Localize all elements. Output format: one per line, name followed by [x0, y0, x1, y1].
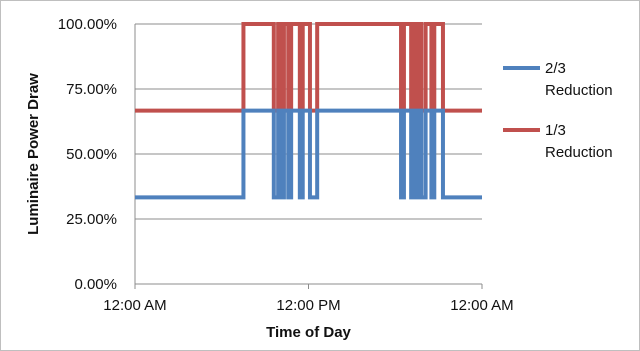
series-line-1-3-reduction — [135, 22, 482, 113]
y-tick-labels: 0.00% 25.00% 50.00% 75.00% 100.00% — [58, 16, 117, 293]
y-tick-label: 50.00% — [66, 146, 117, 163]
y-tick-label: 0.00% — [74, 276, 117, 293]
x-tick-label: 12:00 PM — [276, 297, 340, 314]
legend-item-2-3-reduction: 2/3 Reduction — [503, 60, 613, 99]
legend-label-2-3-line1: 2/3 — [545, 60, 566, 77]
series-line-2-3-reduction — [135, 108, 482, 200]
y-tick-label: 25.00% — [66, 211, 117, 228]
legend-label-1-3-line1: 1/3 — [545, 122, 566, 139]
legend: 2/3 Reduction 1/3 Reduction — [503, 60, 613, 161]
x-tick-label: 12:00 AM — [450, 297, 513, 314]
legend-label-2-3-line2: Reduction — [545, 82, 613, 99]
x-tick-labels: 12:00 AM 12:00 PM 12:00 AM — [103, 284, 514, 314]
y-tick-label: 100.00% — [58, 16, 117, 33]
x-tick-label: 12:00 AM — [103, 297, 166, 314]
y-axis-title: Luminaire Power Draw — [25, 73, 42, 235]
series-layer — [135, 22, 482, 200]
x-axis-title: Time of Day — [266, 324, 351, 341]
legend-item-1-3-reduction: 1/3 Reduction — [503, 122, 613, 161]
y-tick-label: 75.00% — [66, 81, 117, 98]
legend-label-1-3-line2: Reduction — [545, 144, 613, 161]
